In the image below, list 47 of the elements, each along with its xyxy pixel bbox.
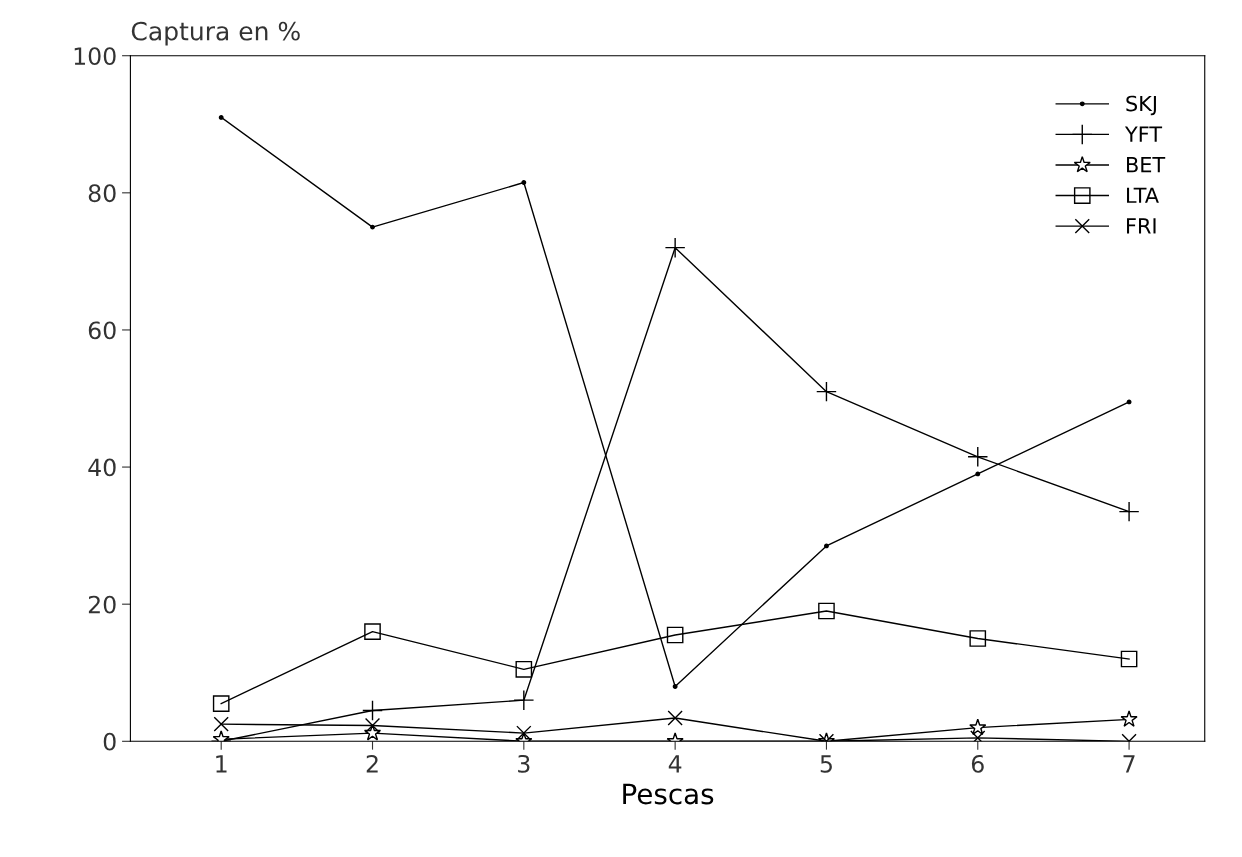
x-tick-label: 7 bbox=[1123, 755, 1135, 773]
point bbox=[364, 717, 381, 734]
point bbox=[1118, 501, 1140, 523]
point bbox=[521, 180, 527, 185]
point bbox=[672, 684, 678, 689]
y-tick-label: 40 bbox=[88, 458, 116, 477]
point bbox=[513, 689, 535, 711]
point bbox=[969, 718, 987, 736]
point bbox=[664, 237, 686, 259]
point bbox=[1126, 399, 1132, 405]
legend-label: YFT bbox=[1124, 126, 1163, 142]
point bbox=[818, 602, 835, 620]
x-tick-label: 6 bbox=[971, 754, 984, 773]
y-tick-label: 60 bbox=[88, 321, 116, 340]
point bbox=[213, 716, 229, 732]
x-tick-label: 3 bbox=[518, 754, 530, 773]
point bbox=[370, 224, 375, 230]
legend-label: SKJ bbox=[1126, 95, 1156, 116]
chart-title: Captura en % bbox=[131, 21, 300, 46]
x-tick-label: 2 bbox=[366, 754, 378, 773]
point bbox=[218, 114, 224, 120]
y-tick-label: 20 bbox=[88, 595, 116, 614]
point bbox=[515, 660, 533, 678]
point bbox=[212, 695, 230, 712]
x-tick-label: 1 bbox=[216, 755, 227, 773]
y-tick-label: 100 bbox=[74, 47, 116, 66]
point bbox=[666, 626, 684, 644]
point bbox=[516, 725, 532, 741]
point bbox=[362, 700, 383, 721]
point bbox=[816, 381, 837, 403]
point bbox=[667, 710, 683, 726]
x-tick-label: 5 bbox=[820, 755, 832, 773]
point bbox=[967, 446, 989, 468]
point bbox=[970, 730, 986, 742]
point bbox=[364, 623, 381, 640]
point bbox=[1120, 650, 1138, 668]
y-tick-label: 0 bbox=[103, 732, 116, 751]
y-tick-label: 80 bbox=[88, 184, 116, 203]
legend-label: LTA bbox=[1127, 187, 1159, 203]
legend-label: BET bbox=[1127, 157, 1166, 173]
point bbox=[969, 630, 987, 647]
legend-label: FRI bbox=[1127, 218, 1156, 234]
point bbox=[824, 543, 829, 549]
x-tick-label: 4 bbox=[668, 755, 682, 773]
point bbox=[975, 471, 981, 477]
x-axis-title: Pescas bbox=[623, 783, 714, 805]
point bbox=[1120, 710, 1138, 727]
